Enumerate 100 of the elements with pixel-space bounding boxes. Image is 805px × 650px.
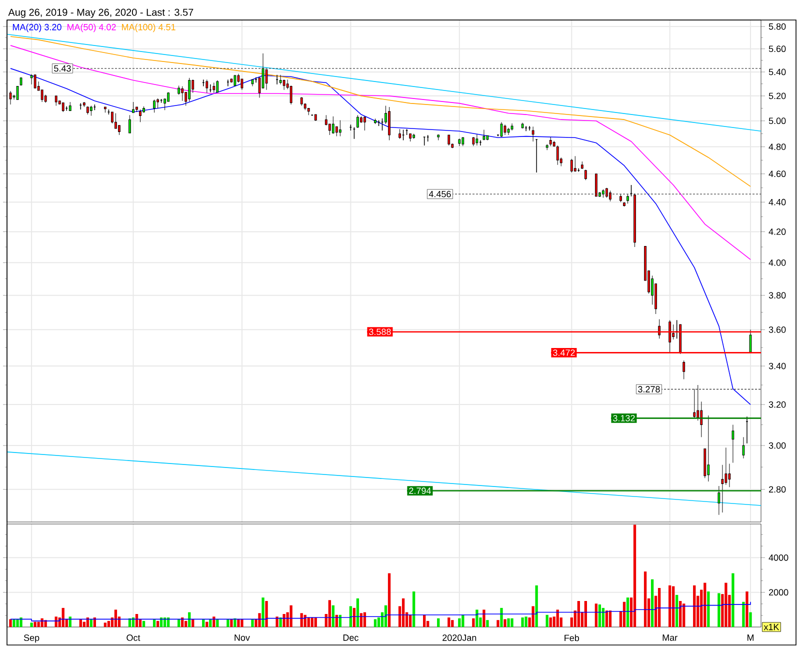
bar bbox=[650, 579, 654, 627]
bar bbox=[451, 620, 454, 627]
bar bbox=[216, 619, 219, 627]
bar bbox=[104, 622, 107, 627]
text: x1K bbox=[764, 624, 780, 630]
bar bbox=[482, 610, 486, 627]
bar bbox=[668, 585, 672, 627]
candlestick bbox=[507, 128, 510, 136]
x-tick-label: M bbox=[747, 634, 754, 641]
candlestick bbox=[721, 464, 724, 513]
bar bbox=[34, 622, 36, 627]
bar bbox=[704, 582, 706, 627]
bar bbox=[510, 618, 514, 627]
y-tick-label: 4.60 bbox=[768, 170, 786, 178]
x-tick-label: Nov bbox=[234, 634, 250, 641]
bar bbox=[584, 600, 587, 627]
bar bbox=[265, 600, 268, 627]
candlestick bbox=[510, 123, 514, 131]
candlestick bbox=[209, 84, 212, 93]
candlestick bbox=[202, 79, 205, 87]
bar bbox=[142, 620, 146, 627]
bar bbox=[62, 608, 64, 627]
line-series bbox=[10, 36, 751, 187]
bar bbox=[202, 619, 205, 627]
bar bbox=[240, 619, 244, 627]
y-tick-label: 4.20 bbox=[768, 228, 786, 235]
bar bbox=[184, 620, 188, 627]
bar bbox=[20, 617, 22, 627]
candlestick bbox=[574, 156, 576, 172]
y-tick-label: 2.80 bbox=[769, 486, 786, 493]
bar bbox=[532, 606, 534, 627]
candlestick bbox=[282, 80, 286, 90]
bar bbox=[234, 618, 236, 627]
candlestick bbox=[532, 126, 534, 142]
ref-line-label: 3.588 bbox=[369, 328, 391, 336]
candlestick bbox=[352, 126, 356, 140]
candlestick bbox=[30, 74, 33, 85]
bar bbox=[749, 612, 752, 627]
ref-line-label: 4.456 bbox=[428, 190, 451, 198]
candlestick bbox=[290, 86, 292, 105]
y-tick-label: 2000 bbox=[769, 589, 788, 596]
bar bbox=[556, 610, 559, 627]
bar bbox=[598, 604, 602, 627]
bar bbox=[12, 619, 16, 627]
bar bbox=[79, 619, 82, 627]
y-tick-label: 5.20 bbox=[768, 92, 786, 100]
candlestick bbox=[676, 320, 678, 339]
x-tick-label: Dec bbox=[343, 634, 358, 641]
bar bbox=[549, 617, 552, 627]
text: MA(100) 4.51 bbox=[122, 24, 176, 32]
y-tick-label: 3.20 bbox=[768, 401, 786, 408]
y-tick-label: 3.80 bbox=[768, 292, 786, 299]
bar bbox=[707, 591, 710, 627]
ref-line-label: 2.794 bbox=[409, 488, 431, 494]
bar bbox=[496, 620, 500, 627]
ref-line-label: 3.278 bbox=[638, 386, 660, 392]
candlestick bbox=[349, 124, 352, 131]
candlestick bbox=[504, 124, 506, 136]
candlestick bbox=[79, 102, 82, 110]
bar bbox=[500, 608, 503, 627]
x-tick-label: Feb bbox=[564, 634, 580, 642]
bar bbox=[206, 622, 208, 627]
bar bbox=[82, 622, 86, 627]
bar bbox=[356, 598, 360, 627]
candlestick bbox=[476, 134, 478, 146]
candlestick bbox=[156, 98, 159, 109]
candlestick bbox=[212, 82, 216, 94]
candlestick bbox=[405, 128, 408, 136]
bar bbox=[676, 594, 678, 627]
bar bbox=[718, 593, 720, 627]
y-tick-label: 5.80 bbox=[768, 23, 786, 30]
candlestick bbox=[718, 486, 720, 516]
bar bbox=[644, 572, 647, 627]
y-tick-label: 4.80 bbox=[768, 144, 786, 150]
candlestick bbox=[226, 79, 230, 87]
bar bbox=[412, 591, 416, 627]
x-tick-label: Oct bbox=[126, 634, 140, 641]
y-tick-label: 3.00 bbox=[768, 442, 786, 449]
bar bbox=[209, 619, 212, 627]
bar bbox=[328, 600, 331, 627]
bar bbox=[114, 610, 118, 627]
candlestick bbox=[426, 134, 430, 142]
bar bbox=[448, 617, 450, 627]
bar bbox=[279, 617, 282, 627]
bar bbox=[402, 598, 405, 627]
y-tick-label: 5.40 bbox=[768, 68, 786, 76]
bar bbox=[437, 618, 440, 627]
chart-title: Aug 26, 2019 - May 26, 2020 - Last : 3.57 bbox=[8, 8, 194, 18]
candlestick bbox=[338, 120, 342, 137]
bar bbox=[577, 600, 580, 627]
bar bbox=[724, 582, 728, 627]
x-tick-label: Mar bbox=[662, 634, 678, 641]
bar bbox=[658, 588, 661, 627]
bar bbox=[300, 613, 303, 627]
ref-line-label: 3.472 bbox=[553, 349, 575, 356]
bar bbox=[16, 619, 19, 627]
bar bbox=[633, 524, 636, 627]
bar bbox=[262, 598, 264, 627]
bar bbox=[135, 614, 138, 627]
bar bbox=[276, 616, 278, 627]
